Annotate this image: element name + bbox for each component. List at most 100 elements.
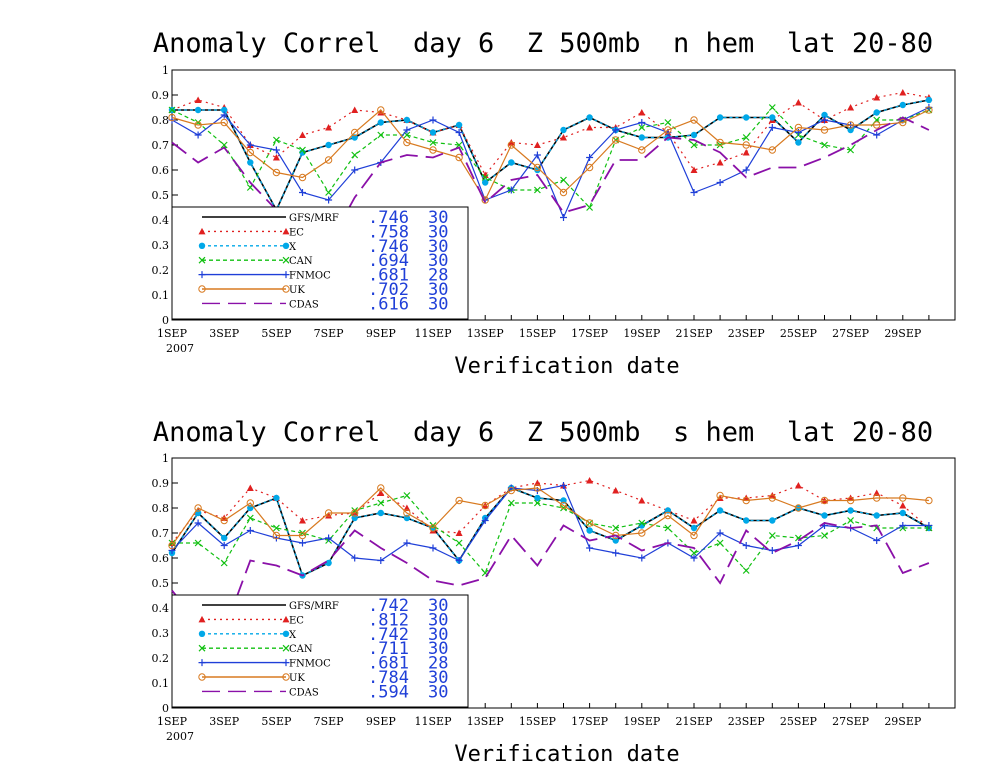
data-point-ec — [716, 494, 724, 501]
data-point-ec — [246, 484, 254, 491]
data-point-uk — [899, 118, 907, 127]
data-point-uk — [768, 146, 776, 154]
data-point-uk — [351, 509, 359, 517]
x-tick-label: 13SEP — [467, 715, 505, 728]
data-point-ec — [586, 124, 594, 131]
y-tick-label: 0.2 — [152, 652, 170, 665]
data-point-can — [612, 524, 620, 532]
legend-score: .616 — [368, 294, 409, 314]
data-point-can — [560, 504, 567, 512]
data-point-can — [821, 141, 828, 149]
legend-count: 28 — [428, 654, 448, 674]
legend-score: .758 — [368, 222, 409, 242]
legend-entry-gfs-mrf: GFS/MRF .742 30 — [202, 596, 448, 616]
data-point-uk — [324, 156, 333, 164]
data-point-uk — [351, 128, 359, 137]
x-axis-title: Verification date — [454, 742, 679, 767]
x-tick-label: 23SEP — [728, 327, 766, 340]
data-point-uk — [664, 126, 672, 134]
legend-count: 30 — [428, 222, 448, 242]
data-point-x — [221, 106, 228, 114]
data-point-uk — [716, 138, 724, 147]
data-point-uk — [559, 188, 568, 197]
data-point-can — [664, 524, 672, 532]
data-point-uk — [638, 529, 646, 537]
legend-entry-cdas: CDAS .616 30 — [202, 294, 448, 314]
legend-marker — [198, 659, 206, 667]
legend-entry-cdas: CDAS .594 30 — [202, 682, 448, 702]
data-point-uk — [559, 501, 568, 510]
legend-score: .681 — [368, 266, 409, 286]
data-point-x — [821, 512, 828, 519]
data-point-uk — [846, 496, 855, 505]
data-point-can — [638, 519, 646, 527]
data-point-can — [272, 136, 280, 144]
data-point-x — [455, 121, 463, 129]
legend-count: 30 — [428, 280, 448, 300]
x-tick-label: 25SEP — [780, 327, 818, 340]
data-point-uk — [246, 499, 255, 507]
data-point-x — [586, 114, 593, 121]
y-tick-label: 1 — [162, 452, 169, 465]
legend-marker — [198, 256, 206, 264]
legend-marker — [282, 285, 290, 293]
data-point-fnmoc — [612, 126, 620, 134]
legend-series-name: EC — [289, 227, 304, 238]
data-point-can — [507, 499, 515, 507]
data-point-fnmoc — [325, 196, 333, 204]
data-point-can — [742, 567, 750, 574]
data-point-x — [429, 129, 437, 136]
data-point-ec — [377, 489, 385, 496]
data-point-can — [168, 539, 176, 547]
legend-score: .812 — [368, 610, 409, 630]
legend-score: .746 — [368, 237, 409, 257]
data-point-ec — [690, 166, 698, 173]
x-axis: 1SEP 3SEP 5SEP 7SEP 9SEP 11SEP 13SEP 15SEP 17SEP… — [157, 703, 956, 728]
x-axis-year-label: 2007 — [166, 342, 194, 355]
series-line-fnmoc — [171, 106, 930, 220]
data-point-can — [377, 131, 385, 139]
data-point-x — [899, 101, 906, 109]
legend-series-name: FNMOC — [289, 271, 331, 282]
x-tick-label: 29SEP — [884, 715, 922, 728]
data-point-uk — [794, 504, 803, 512]
data-point-x — [873, 109, 880, 116]
y-tick-label: 0.6 — [152, 164, 170, 177]
data-point-fnmoc — [351, 554, 359, 562]
data-point-can — [533, 499, 541, 507]
y-tick-label: 0.4 — [152, 602, 170, 615]
x-tick-label: 15SEP — [519, 715, 557, 728]
data-point-can — [481, 174, 489, 181]
x-tick-label: 27SEP — [832, 715, 870, 728]
x-tick-label: 7SEP — [314, 327, 345, 340]
data-point-fnmoc — [507, 186, 515, 194]
legend-count: 30 — [428, 610, 448, 630]
data-point-uk — [377, 484, 385, 492]
y-tick-label: 0.1 — [152, 289, 170, 302]
data-point-fnmoc — [690, 189, 698, 196]
x-tick-label: 11SEP — [415, 327, 453, 340]
y-tick-label: 0.6 — [152, 552, 170, 565]
data-point-uk — [324, 509, 333, 517]
legend-series-name: UK — [289, 673, 305, 684]
y-tick-label: 0.3 — [152, 627, 170, 640]
legend-entry-ec: EC .758 30 — [198, 222, 448, 242]
legend-entry-ec: EC .812 30 — [198, 610, 448, 630]
data-point-x — [690, 131, 698, 139]
data-point-fnmoc — [716, 529, 724, 537]
legend-count: 30 — [428, 682, 448, 702]
legend-entry-uk: UK .702 30 — [198, 280, 448, 300]
legend-count: 30 — [428, 668, 448, 688]
data-point-x — [351, 134, 358, 141]
data-point-fnmoc — [821, 116, 828, 124]
y-tick-label: 0.8 — [152, 114, 170, 127]
data-point-x — [769, 114, 776, 121]
legend-score: .742 — [368, 596, 409, 616]
data-point-can — [455, 539, 463, 547]
y-axis: 0 0.1 0.2 0.3 0.4 0.5 0.6 0.7 0.8 0.9 1 — [152, 452, 178, 715]
data-point-can — [586, 204, 594, 211]
data-point-fnmoc — [742, 542, 750, 549]
series-line-x — [171, 487, 930, 577]
